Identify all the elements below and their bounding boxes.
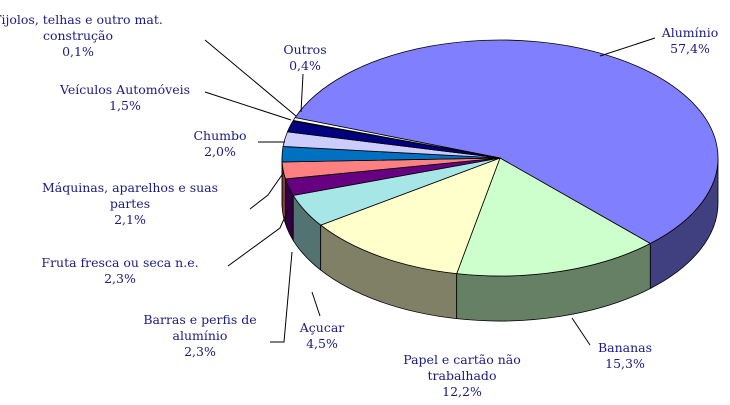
slice-label: Veículos Automóveis 1,5% xyxy=(40,82,210,114)
value-label: 57,4% xyxy=(670,41,710,56)
category: Papel e cartão não trabalhado xyxy=(403,352,521,383)
leader-line xyxy=(300,73,304,113)
slice-label: Açucar 4,5% xyxy=(282,320,362,352)
slice xyxy=(294,39,719,244)
value-label: 2,0% xyxy=(204,144,236,159)
leader-line xyxy=(270,251,293,343)
category: Açucar xyxy=(299,320,345,335)
value-label: 12,2% xyxy=(442,384,482,399)
slice-label: Fruta fresca ou seca n.e. 2,3% xyxy=(10,255,230,287)
value-label: 2,3% xyxy=(184,344,216,359)
category: Máquinas, aparelhos e suas partes xyxy=(41,180,219,211)
value-label: 0,1% xyxy=(62,44,94,59)
category: Tijolos, telhas e outro mat. construção xyxy=(0,12,163,43)
value-label: 15,3% xyxy=(605,356,645,371)
category: Outros xyxy=(283,42,327,57)
category: Alumínio xyxy=(661,25,719,40)
slice-label: Outros 0,4% xyxy=(270,42,340,74)
slice-label: Máquinas, aparelhos e suas partes 2,1% xyxy=(30,180,230,228)
slice-label: Barras e perfis de alumínio 2,3% xyxy=(125,312,275,360)
slice-label: Alumínio 57,4% xyxy=(645,25,730,57)
leader-line xyxy=(204,39,297,117)
leader-line xyxy=(599,37,656,57)
slice-label: Chumbo 2,0% xyxy=(180,128,260,160)
leader-line xyxy=(311,291,321,317)
slice xyxy=(456,157,652,277)
leader-line xyxy=(571,317,591,346)
value-label: 4,5% xyxy=(306,336,338,351)
leader-line xyxy=(227,209,289,267)
category: Bananas xyxy=(597,340,653,355)
leader-line xyxy=(204,91,292,121)
value-label: 0,4% xyxy=(289,58,321,73)
slice-label: Bananas 15,3% xyxy=(580,340,670,372)
value-label: 2,1% xyxy=(114,212,146,227)
category: Barras e perfis de alumínio xyxy=(143,312,257,343)
category: Chumbo xyxy=(193,128,247,143)
category: Veículos Automóveis xyxy=(59,82,191,97)
value-label: 1,5% xyxy=(109,98,141,113)
slice-label: Tijolos, telhas e outro mat. construção 0… xyxy=(0,12,173,60)
category: Fruta fresca ou seca n.e. xyxy=(41,255,199,270)
leader-line xyxy=(249,171,285,210)
slice xyxy=(319,157,501,275)
value-label: 2,3% xyxy=(104,271,136,286)
slice xyxy=(292,117,501,159)
slice-label: Papel e cartão não trabalhado 12,2% xyxy=(377,352,547,400)
